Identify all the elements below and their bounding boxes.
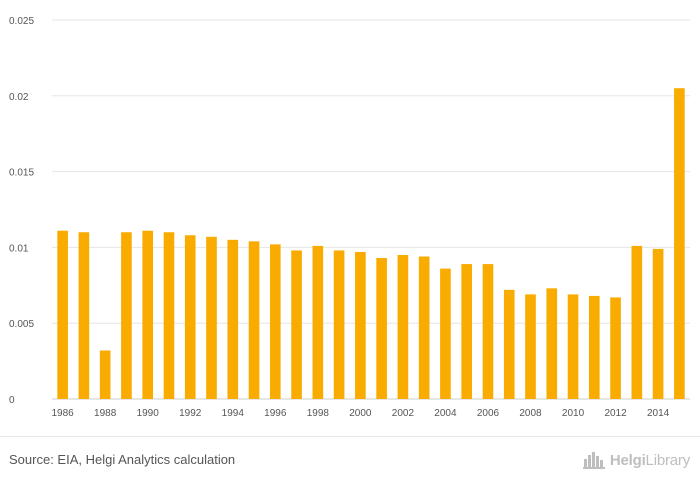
logo-prefix: Helgi [609,451,646,469]
x-tick-label: 1992 [179,408,202,419]
x-tick-label: 1994 [222,408,245,419]
bar-2005[interactable] [461,264,473,399]
bar-2004[interactable] [440,268,451,399]
bar-1996[interactable] [269,244,281,399]
bar-2009[interactable] [546,288,558,399]
y-tick-label: 0.015 [9,168,34,179]
bar-2001[interactable] [376,258,387,399]
bar-1999[interactable] [333,250,345,399]
bar-1993[interactable] [206,236,217,399]
bar-chart: 0 0.005 0.01 0.015 0.02 0.025 1986 1988 1990 199… [9,16,690,419]
bar-1986[interactable] [57,230,68,399]
bar-2015[interactable] [674,88,685,399]
x-tick-label: 2008 [519,408,542,419]
bar-2007[interactable] [503,289,515,399]
helgi-library-logo: HelgiLibrary [582,449,691,471]
y-tick-label: 0.025 [9,16,34,27]
bar-1988[interactable] [99,350,111,399]
bar-2010[interactable] [567,294,579,399]
x-tick-label: 2012 [604,408,627,419]
gridlines [52,19,690,400]
bar-1997[interactable] [291,250,302,399]
bar-2000[interactable] [355,251,366,399]
y-tick-label: 0.02 [9,92,29,103]
bar-1998[interactable] [312,245,324,399]
x-tick-label: 2002 [392,408,415,419]
bar-1995[interactable] [248,241,260,399]
bar-2006[interactable] [482,264,494,399]
bar-1990[interactable] [142,230,154,399]
bar-2013[interactable] [631,245,643,399]
y-tick-label: 0.005 [9,319,34,330]
y-axis-tick-labels: 0 0.005 0.01 0.015 0.02 0.025 [9,16,34,406]
bar-2002[interactable] [397,254,409,399]
bar-1987[interactable] [78,232,90,399]
bar-2014[interactable] [652,248,664,399]
y-tick-label: 0 [9,395,15,406]
bar-2008[interactable] [525,294,536,399]
bar-2003[interactable] [418,256,430,399]
bar-1989[interactable] [121,232,132,399]
bar-1991[interactable] [163,232,175,399]
x-axis-tick-labels: 1986 1988 1990 1992 1994 1996 1998 2000 2002 2004… [52,408,670,419]
logo-suffix: Library [645,451,691,469]
city-skyline-icon [582,452,605,469]
x-tick-label: 1988 [94,408,117,419]
x-tick-label: 2014 [647,408,670,419]
bar-2012[interactable] [610,297,621,399]
bar-1994[interactable] [227,239,239,399]
x-tick-label: 1998 [307,408,330,419]
x-tick-label: 1986 [52,408,75,419]
bar-1992[interactable] [184,235,196,399]
x-tick-label: 2010 [562,408,585,419]
x-tick-label: 2004 [434,408,457,419]
bar-2011[interactable] [588,295,600,399]
x-tick-label: 1990 [137,408,160,419]
bars [57,88,685,399]
x-tick-label: 1996 [264,408,287,419]
chart-footer: Source: EIA, Helgi Analytics calculation… [0,436,700,483]
x-tick-label: 2006 [477,408,500,419]
y-tick-label: 0.01 [9,243,29,254]
source-note: Source: EIA, Helgi Analytics calculation [9,452,236,467]
x-tick-label: 2000 [349,408,372,419]
